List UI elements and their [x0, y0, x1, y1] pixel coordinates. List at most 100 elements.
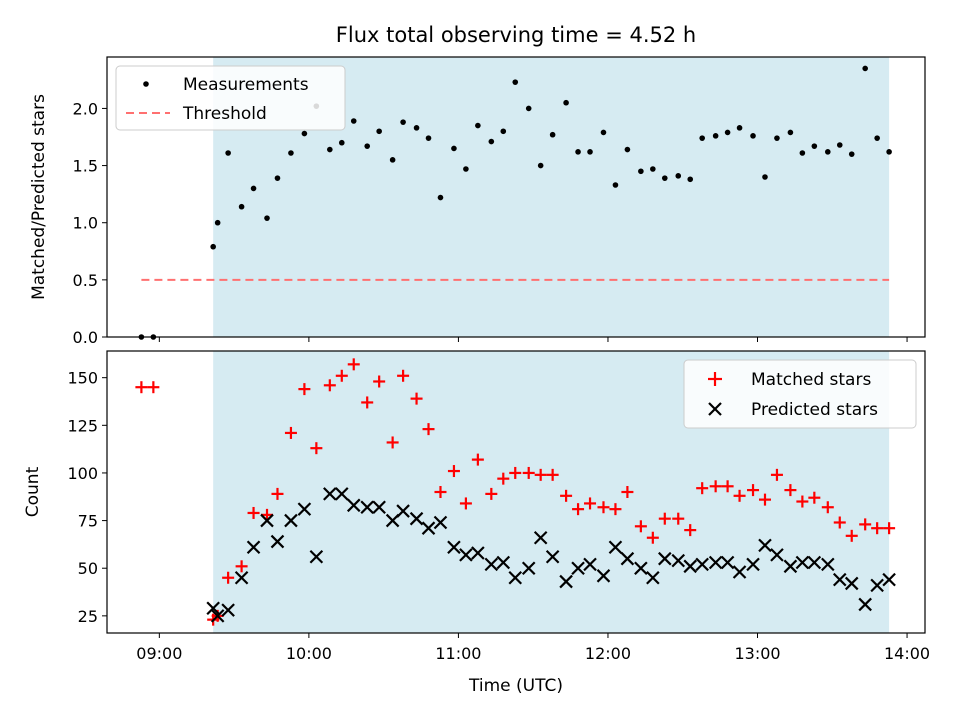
matched-star-point — [658, 512, 671, 525]
measurement-point — [624, 146, 631, 153]
predicted-star-point — [758, 538, 772, 553]
matched-star-point — [784, 484, 797, 497]
measurement-point — [661, 175, 668, 181]
matched-star-point — [235, 560, 248, 573]
measurement-point — [475, 122, 481, 129]
matched-star-point — [883, 522, 896, 535]
measurement-point — [862, 65, 868, 72]
matched-star-point — [247, 506, 260, 519]
x-b — [559, 574, 573, 589]
matched-star-point — [871, 522, 884, 535]
measurement-point — [437, 194, 444, 201]
predicted-star-point — [433, 515, 448, 530]
predicted-star-point — [270, 534, 285, 549]
x-b — [608, 540, 623, 555]
matched-star-point — [284, 426, 297, 439]
top-legend: Measurements Threshold — [115, 65, 346, 131]
matched-legend-marker — [708, 372, 722, 386]
matched-star-point — [485, 487, 498, 500]
predicted-star-point — [559, 574, 573, 589]
x-b — [858, 597, 872, 612]
measurement-point — [463, 166, 469, 172]
measurement-point — [500, 128, 507, 135]
matched-star-point — [560, 489, 573, 502]
matched-star-point — [609, 503, 622, 516]
measurement-point — [699, 135, 705, 141]
predicted-star-point — [496, 555, 511, 570]
measurement-point — [750, 133, 756, 139]
predicted-star-point — [246, 540, 261, 555]
predicted-star-point — [447, 540, 461, 555]
predicted-star-point — [260, 513, 274, 528]
matched-star-point — [386, 436, 399, 449]
legend-threshold: Threshold — [182, 104, 267, 124]
matched-star-point — [833, 516, 846, 529]
matched-star-point — [509, 466, 522, 479]
predicted-legend-marker — [708, 402, 722, 416]
x-axis-label: Time (UTC) — [468, 676, 563, 696]
x-b — [234, 570, 249, 585]
measurement-point — [214, 219, 221, 226]
x-b — [396, 504, 410, 518]
measurement-point — [638, 168, 644, 175]
y-tick-label: 125 — [67, 416, 98, 435]
matched-star-point — [597, 501, 610, 514]
predicted-star-point — [658, 551, 672, 566]
matched-star-point — [410, 392, 423, 405]
matched-star-point — [497, 472, 510, 485]
x-tick-label: 10:00 — [286, 644, 332, 663]
x-b — [323, 487, 337, 501]
x-b — [459, 548, 473, 562]
bottom-y-ticks: 25 50 75 100 125 150 — [67, 369, 107, 626]
predicted-star-point — [533, 530, 548, 545]
matched-star-point — [733, 489, 746, 502]
measurement-point — [836, 142, 843, 148]
predicted-star-point — [471, 546, 485, 560]
predicted-star-point — [608, 540, 623, 555]
matched-star-point — [845, 529, 858, 542]
matched-star-point — [361, 396, 374, 409]
x-b — [447, 540, 461, 555]
predicted-star-point — [210, 609, 225, 623]
predicted-star-point — [882, 572, 896, 587]
measurement-point — [824, 149, 831, 155]
predicted-star-point — [396, 504, 410, 518]
x-b — [206, 601, 220, 616]
matched-star-point — [672, 512, 685, 525]
x-b — [260, 513, 274, 528]
predicted-star-point — [832, 572, 847, 587]
x-tick-label: 11:00 — [435, 644, 481, 663]
x-b — [758, 538, 772, 553]
legend-predicted-stars: Predicted stars — [751, 400, 878, 420]
measurement-point — [274, 175, 281, 181]
matched-star-point — [471, 453, 484, 466]
y-tick-label: 1.0 — [73, 214, 98, 233]
x-b — [720, 555, 735, 570]
legend-measurements: Measurements — [183, 75, 309, 95]
predicted-star-point — [844, 576, 859, 591]
matched-star-point — [584, 497, 597, 510]
matched-star-point — [447, 465, 460, 478]
matched-star-point — [770, 468, 783, 481]
top-panel: 0.0 0.5 1.0 1.5 2.0 Flux total observing tim… — [29, 23, 926, 347]
measurement-point — [650, 166, 656, 172]
matched-star-point — [310, 442, 323, 455]
matched-star-point — [634, 520, 647, 533]
x-b — [695, 557, 709, 572]
predicted-star-point — [634, 561, 648, 575]
matched-star-point — [572, 503, 585, 516]
measurement-point — [687, 176, 694, 183]
measurement-point — [762, 174, 768, 180]
x-b — [360, 500, 374, 515]
predicted-star-point — [683, 559, 697, 574]
y-tick-label: 25 — [78, 607, 98, 626]
predicted-star-point — [746, 557, 760, 572]
predicted-star-point — [695, 557, 709, 572]
x-b — [596, 569, 611, 583]
predicted-star-point — [807, 555, 822, 570]
measurement-point — [488, 138, 495, 145]
predicted-star-point — [821, 557, 835, 572]
predicted-star-point — [671, 553, 686, 568]
predicted-star-point — [583, 557, 597, 572]
